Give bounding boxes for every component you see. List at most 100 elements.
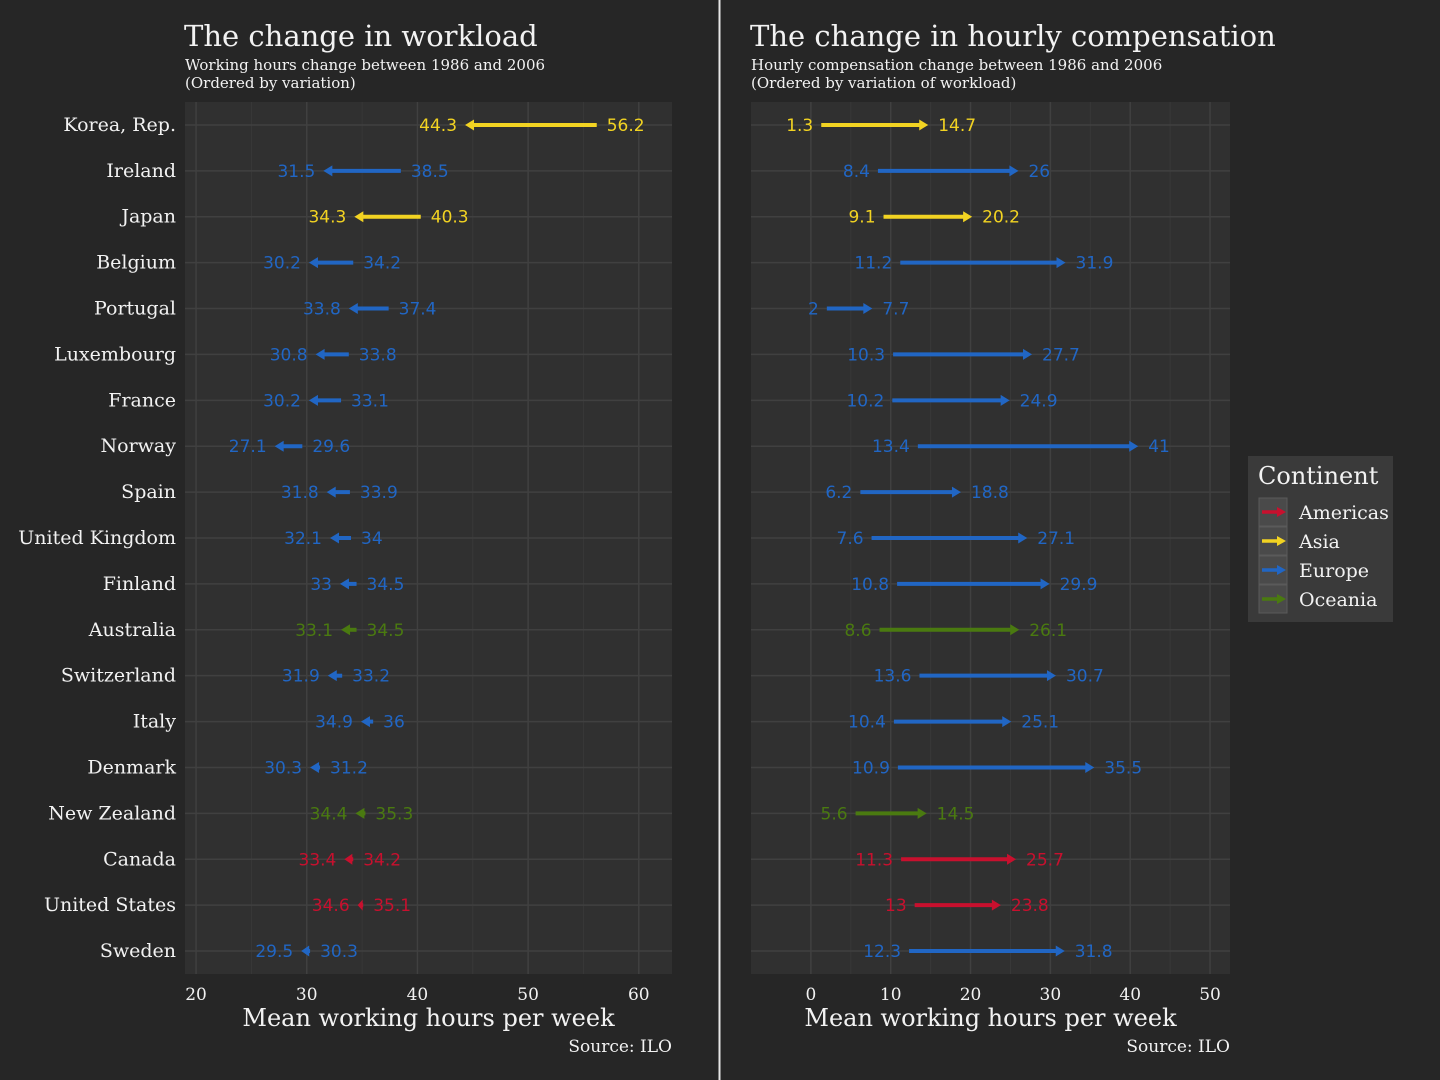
value-label-high: 31.9 [1076, 254, 1114, 274]
arrow-mark: 8.6 26.1 [844, 621, 1067, 641]
y-tick-label: Belgium [96, 252, 176, 274]
x-tick-label: 20 [185, 985, 207, 1005]
arrow-head [339, 578, 349, 590]
value-label-high: 29.9 [1060, 575, 1098, 595]
y-tick-label: Switzerland [61, 665, 176, 687]
value-label-low: 13.4 [872, 437, 910, 457]
y-tick-label: France [108, 389, 176, 411]
legend-key-head [1277, 507, 1286, 517]
legend-entry: Oceania [1258, 584, 1377, 614]
value-label-high: 34 [361, 529, 383, 549]
value-label-low: 13.6 [874, 667, 912, 687]
y-tick-label: Finland [103, 573, 176, 595]
value-label-low: 34.4 [310, 804, 348, 824]
arrow-head [1018, 532, 1028, 544]
arrow-head [355, 807, 365, 819]
chart-subtitle-line-1: Working hours change between 1986 and 20… [185, 56, 545, 74]
arrow-mark: 11.3 25.7 [855, 850, 1064, 870]
value-label-low: 10.2 [846, 391, 884, 411]
x-axis-label: Mean working hours per week [804, 1004, 1177, 1032]
value-label-high: 23.8 [1011, 896, 1049, 916]
y-tick-label: Sweden [100, 940, 176, 962]
x-tick-label: 20 [960, 985, 982, 1005]
value-label-high: 34.5 [367, 575, 405, 595]
y-tick-label: Italy [133, 711, 177, 733]
x-tick-label: 50 [1199, 985, 1221, 1005]
value-label-high: 34.2 [363, 850, 401, 870]
arrow-head [1129, 440, 1139, 452]
value-label-low: 30.3 [264, 758, 302, 778]
y-tick-label: Spain [121, 481, 176, 503]
value-label-low: 2 [808, 300, 819, 320]
value-label-low: 33.8 [303, 300, 341, 320]
arrow-mark: 33.1 34.5 [295, 621, 404, 641]
value-label-high: 36 [383, 713, 405, 733]
arrow-mark: 12.3 31.8 [863, 942, 1112, 962]
y-tick-label: United States [44, 894, 176, 916]
value-label-low: 5.6 [821, 804, 848, 824]
value-label-low: 11.2 [854, 254, 892, 274]
arrow-head [348, 303, 358, 315]
arrow-mark: 30.2 34.2 [263, 254, 401, 274]
y-tick-label: Ireland [106, 160, 176, 182]
value-label-low: 27.1 [229, 437, 267, 457]
chart-subtitle-line-2: (Ordered by variation of workload) [751, 74, 1016, 92]
arrow-head [1023, 348, 1033, 360]
arrow-head [327, 670, 337, 682]
chart-caption: Source: ILO [1126, 1037, 1230, 1057]
arrow-head [341, 624, 351, 636]
arrow-mark: 5.6 14.5 [821, 804, 975, 824]
arrow-mark: 31.8 33.9 [281, 483, 398, 503]
arrow-mark: 11.2 31.9 [854, 254, 1113, 274]
arrow-mark: 33.8 37.4 [303, 300, 437, 320]
value-label-high: 20.2 [982, 208, 1020, 228]
value-label-low: 1.3 [786, 116, 813, 136]
arrow-head [951, 486, 961, 498]
arrow-mark: 10.4 25.1 [848, 713, 1059, 733]
workload-chart: The change in workload Working hours cha… [18, 19, 672, 1057]
legend-key-head [1277, 594, 1286, 604]
y-tick-label: Korea, Rep. [63, 114, 176, 136]
value-label-high: 25.1 [1021, 713, 1059, 733]
value-label-high: 26 [1028, 162, 1050, 182]
x-tick-label: 10 [880, 985, 902, 1005]
value-label-high: 30.7 [1066, 667, 1104, 687]
x-tick-label: 60 [628, 985, 650, 1005]
value-label-low: 31.8 [281, 483, 319, 503]
y-axis-labels: Korea, Rep. Ireland Japan Belgium Portugal Lu… [18, 114, 176, 962]
y-tick-label: United Kingdom [18, 527, 176, 549]
arrow-mark: 2 7.7 [808, 300, 909, 320]
arrow-head [991, 899, 1001, 911]
arrow-mark: 29.5 30.3 [255, 942, 358, 962]
arrow-head [360, 716, 370, 728]
value-label-low: 8.6 [844, 621, 871, 641]
y-tick-label: Portugal [94, 298, 176, 320]
arrow-head [329, 532, 339, 544]
arrow-head [308, 257, 318, 269]
arrow-mark: 10.9 35.5 [852, 758, 1142, 778]
arrow-mark: 27.1 29.6 [229, 437, 350, 457]
value-label-low: 30.2 [263, 391, 301, 411]
arrow-head [863, 303, 873, 315]
x-tick-label: 30 [296, 985, 318, 1005]
y-tick-label: Norway [101, 435, 177, 457]
value-label-low: 11.3 [855, 850, 893, 870]
value-label-high: 35.5 [1104, 758, 1142, 778]
value-label-high: 33.8 [359, 345, 397, 365]
value-label-low: 10.4 [848, 713, 886, 733]
arrow-marks: 44.3 56.2 31.5 38.5 34.3 40.3 30.2 34.2 33.8 37.4… [229, 116, 645, 962]
value-label-high: 34.2 [363, 254, 401, 274]
value-label-high: 7.7 [882, 300, 909, 320]
value-label-high: 14.5 [937, 804, 975, 824]
value-label-low: 34.6 [312, 896, 350, 916]
arrow-head [357, 899, 363, 911]
arrow-head [1002, 716, 1012, 728]
arrow-head [1010, 624, 1020, 636]
arrow-mark: 34.4 35.3 [310, 804, 414, 824]
arrow-mark: 44.3 56.2 [419, 116, 644, 136]
arrow-mark: 13.4 41 [872, 437, 1170, 457]
arrow-mark: 32.1 34 [284, 529, 383, 549]
arrow-head [465, 119, 475, 131]
value-label-low: 32.1 [284, 529, 322, 549]
